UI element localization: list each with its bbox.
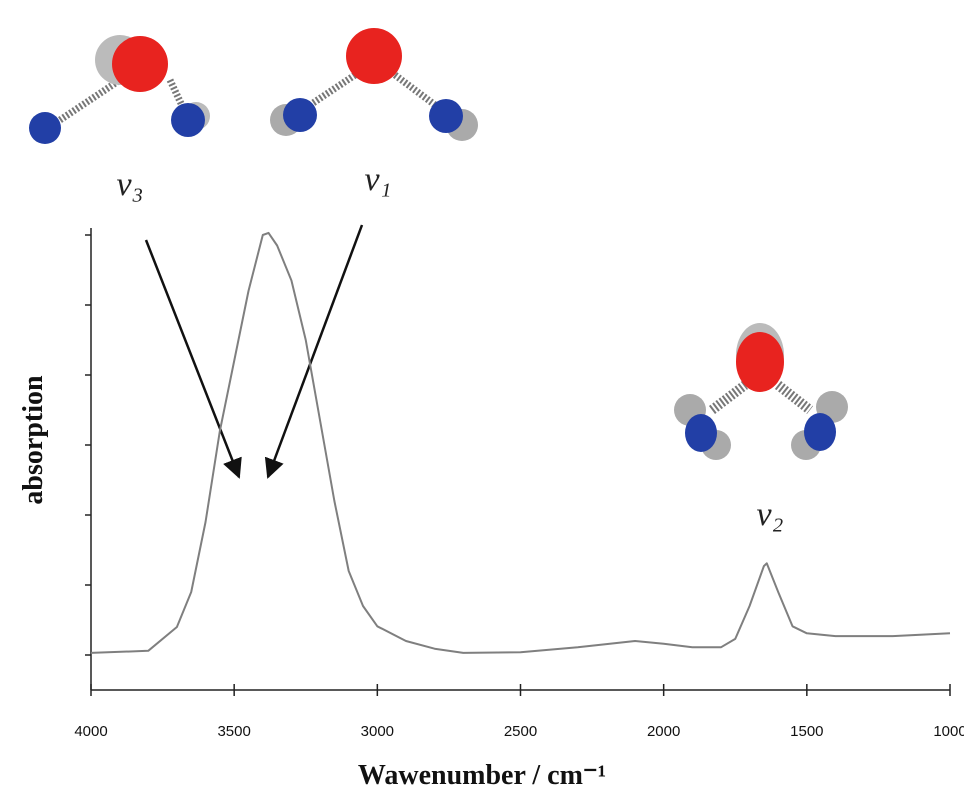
x-tick-label: 3000 xyxy=(361,723,394,740)
x-axis-label: Wawenumber / cm⁻¹ xyxy=(358,760,606,791)
annotation: ν₃ xyxy=(117,166,144,203)
x-tick-label: 2000 xyxy=(647,723,680,740)
molecules xyxy=(29,28,848,460)
x-tick-label: 3500 xyxy=(217,723,250,740)
annotation: ν₂ xyxy=(757,496,784,533)
arrows xyxy=(144,224,364,479)
spectrum-line xyxy=(90,231,951,654)
x-tick-label: 1000 xyxy=(933,723,964,740)
x-tick-label: 1500 xyxy=(790,723,823,740)
x-tick-label: 4000 xyxy=(74,723,107,740)
annotation: ν₁ xyxy=(365,161,392,198)
x-tick-label: 2500 xyxy=(504,723,537,740)
y-axis-label: absorption xyxy=(18,375,49,505)
